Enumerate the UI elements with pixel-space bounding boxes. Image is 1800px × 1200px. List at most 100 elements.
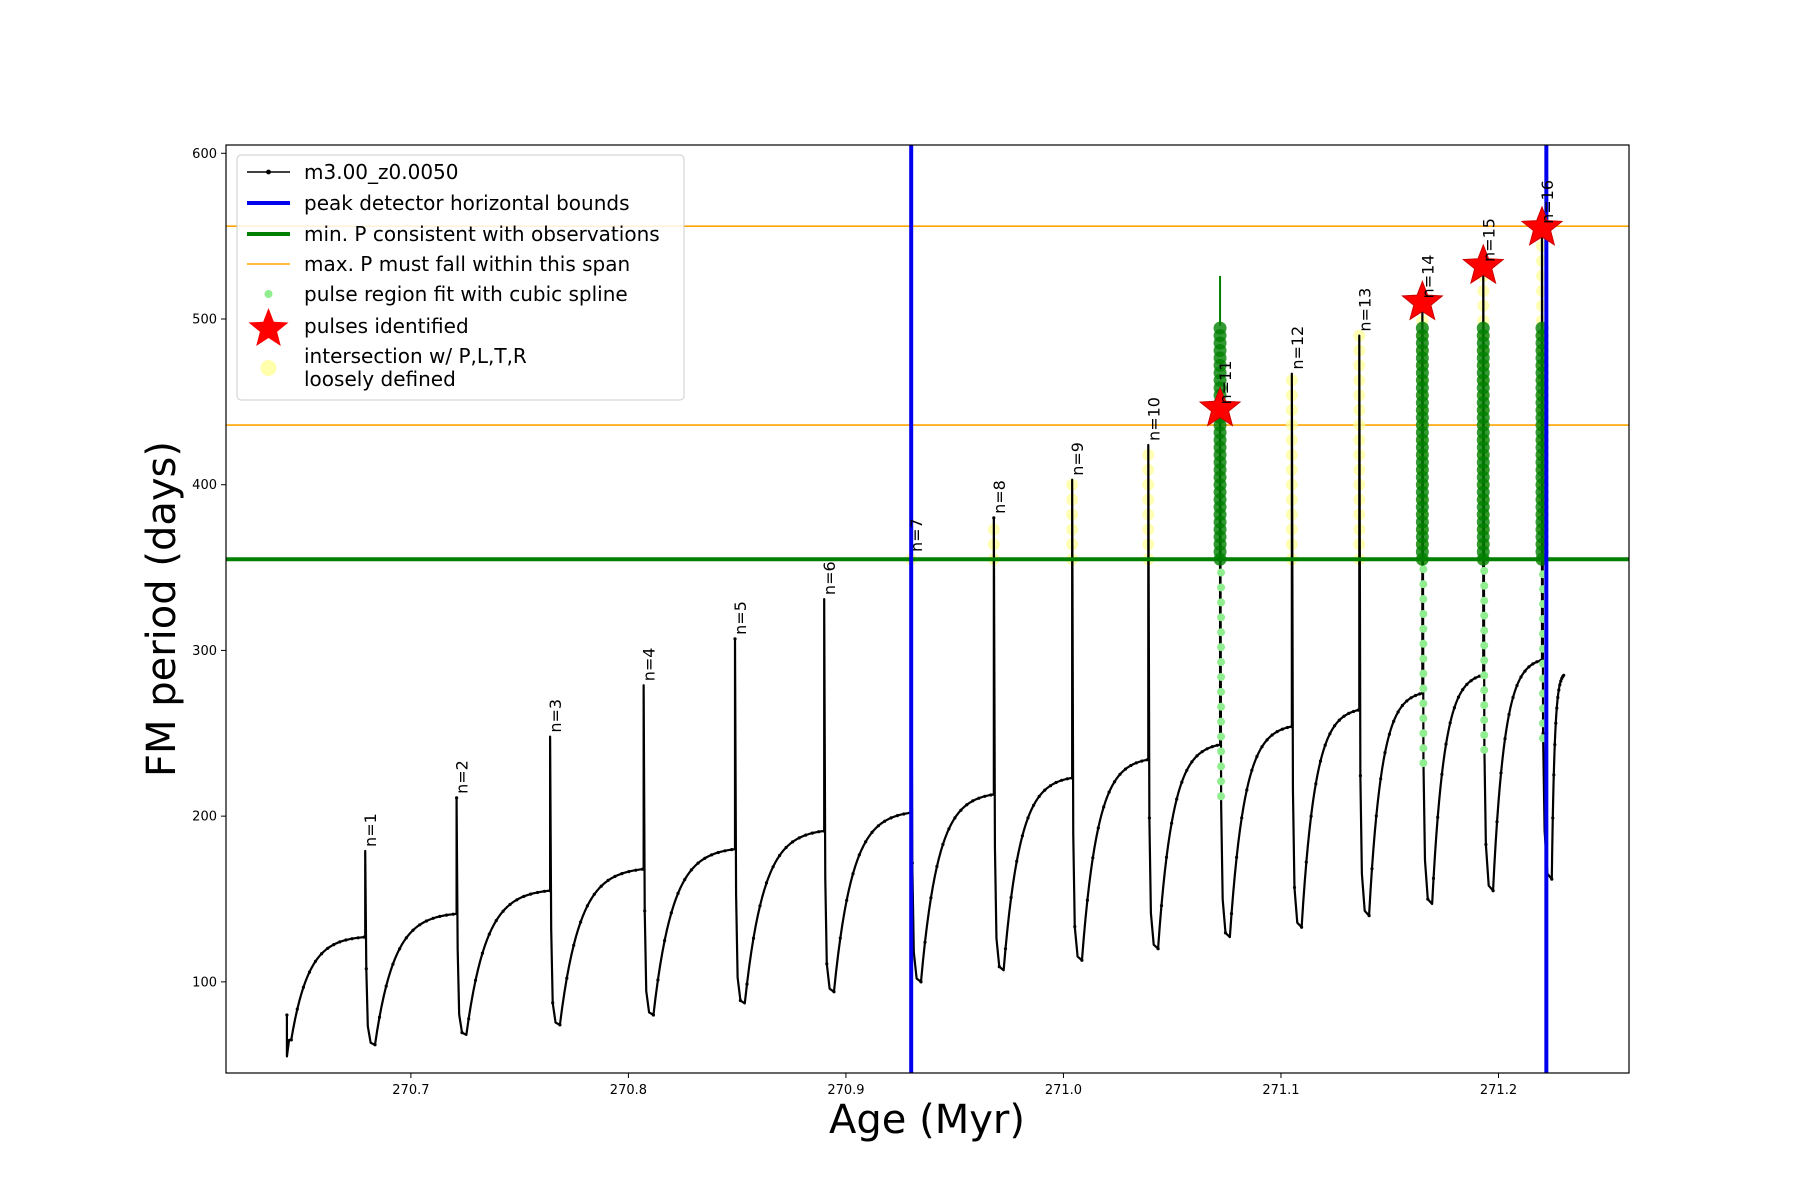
track-point (663, 939, 667, 943)
track-point (1223, 931, 1228, 935)
track-point (522, 894, 526, 899)
track-point (1032, 803, 1036, 807)
track-point (285, 1013, 289, 1017)
track-point (634, 868, 638, 872)
track-point (1347, 711, 1351, 716)
x-axis-title: Age (Myr) (829, 1097, 1025, 1143)
pulse-label: n=6 (820, 561, 839, 595)
track-point (1250, 768, 1254, 772)
track-point (613, 874, 617, 879)
legend-label-min_p: min. P consistent with observations (304, 222, 660, 246)
track-point (1147, 816, 1151, 820)
track-point (1026, 816, 1030, 820)
spline-point (1217, 732, 1226, 741)
track-point (295, 1007, 299, 1011)
track-point (751, 936, 756, 940)
track-point (965, 803, 969, 807)
y-tick-label: 400 (192, 478, 217, 493)
track-point (1003, 947, 1008, 951)
track-point (1270, 733, 1274, 737)
x-tick-label: 270.7 (392, 1083, 429, 1098)
spline-point (1480, 730, 1489, 739)
x-tick-label: 270.9 (827, 1083, 864, 1098)
spline-point (1419, 669, 1428, 678)
track-point (1073, 925, 1077, 929)
track-point (1527, 665, 1531, 669)
track-point (1333, 724, 1337, 728)
track-point (810, 831, 814, 835)
track-point (656, 978, 660, 982)
track-point (758, 904, 762, 908)
legend-label-pulse: pulses identified (304, 314, 469, 338)
legend-label-line: loosely defined (304, 367, 456, 391)
spline-point (1217, 658, 1226, 667)
track-point (1562, 673, 1566, 677)
spline-point (1419, 699, 1428, 708)
spline-point (1419, 744, 1428, 753)
spline-point (1217, 643, 1226, 652)
legend-label-loose: intersection w/ P,L,T,R loosely defined (304, 344, 527, 391)
spline-point (1480, 596, 1489, 605)
track-point (733, 637, 737, 641)
track-point (460, 1031, 464, 1035)
track-point (953, 816, 957, 820)
track-point (764, 881, 769, 885)
track-point (864, 840, 868, 844)
track-point (1170, 821, 1174, 825)
pulse-label: n=2 (453, 760, 472, 794)
spline-point (1419, 714, 1428, 723)
track-point (320, 952, 324, 956)
track-point (1550, 877, 1554, 881)
track-point (326, 946, 330, 950)
track-point (791, 840, 795, 844)
track-point (1265, 738, 1269, 742)
pulse-region-point (1476, 321, 1490, 335)
track-point (838, 936, 842, 940)
track-point (1323, 743, 1327, 747)
spline-point (1419, 624, 1428, 633)
track-point (689, 868, 694, 872)
track-point (548, 889, 552, 893)
legend-spline-marker (264, 290, 273, 298)
track-point (1448, 721, 1452, 725)
track-point (1519, 675, 1523, 679)
track-point (438, 914, 442, 919)
track-point (1129, 763, 1133, 768)
spline-point (1480, 671, 1489, 680)
y-axis-ticks: 100 200 300 400 500 600 (192, 147, 226, 990)
track-point (1469, 679, 1473, 683)
spline-point (1419, 609, 1428, 618)
track-point (1351, 709, 1356, 714)
track-point (832, 990, 836, 994)
spline-point (1480, 656, 1489, 665)
track-point (494, 919, 498, 923)
track-point (1048, 784, 1053, 788)
track-point (1444, 742, 1448, 746)
spline-point (1217, 792, 1226, 801)
spline-point (1217, 628, 1226, 637)
track-point (1559, 679, 1563, 683)
spline-point (1217, 777, 1226, 786)
track-point (1456, 695, 1461, 699)
pulse-label: n=5 (731, 601, 750, 635)
track-point (1065, 777, 1069, 781)
track-point (1515, 683, 1519, 688)
track-point (817, 830, 821, 834)
track-point (1405, 699, 1409, 703)
track-point (529, 892, 533, 896)
track-point (1557, 688, 1561, 692)
track-point (356, 936, 360, 940)
track-point (1200, 750, 1204, 754)
spline-point (1480, 701, 1489, 710)
spline-point (1217, 568, 1226, 577)
track-point (542, 889, 547, 893)
track-point (1507, 712, 1511, 717)
track-point (1370, 867, 1374, 871)
track-point (1085, 898, 1089, 902)
track-point (1396, 710, 1400, 714)
track-point (771, 865, 775, 869)
track-point (508, 902, 512, 907)
track-point (723, 849, 727, 853)
spline-point (1217, 702, 1226, 711)
legend-label-bounds: peak detector horizontal bounds (304, 191, 630, 215)
